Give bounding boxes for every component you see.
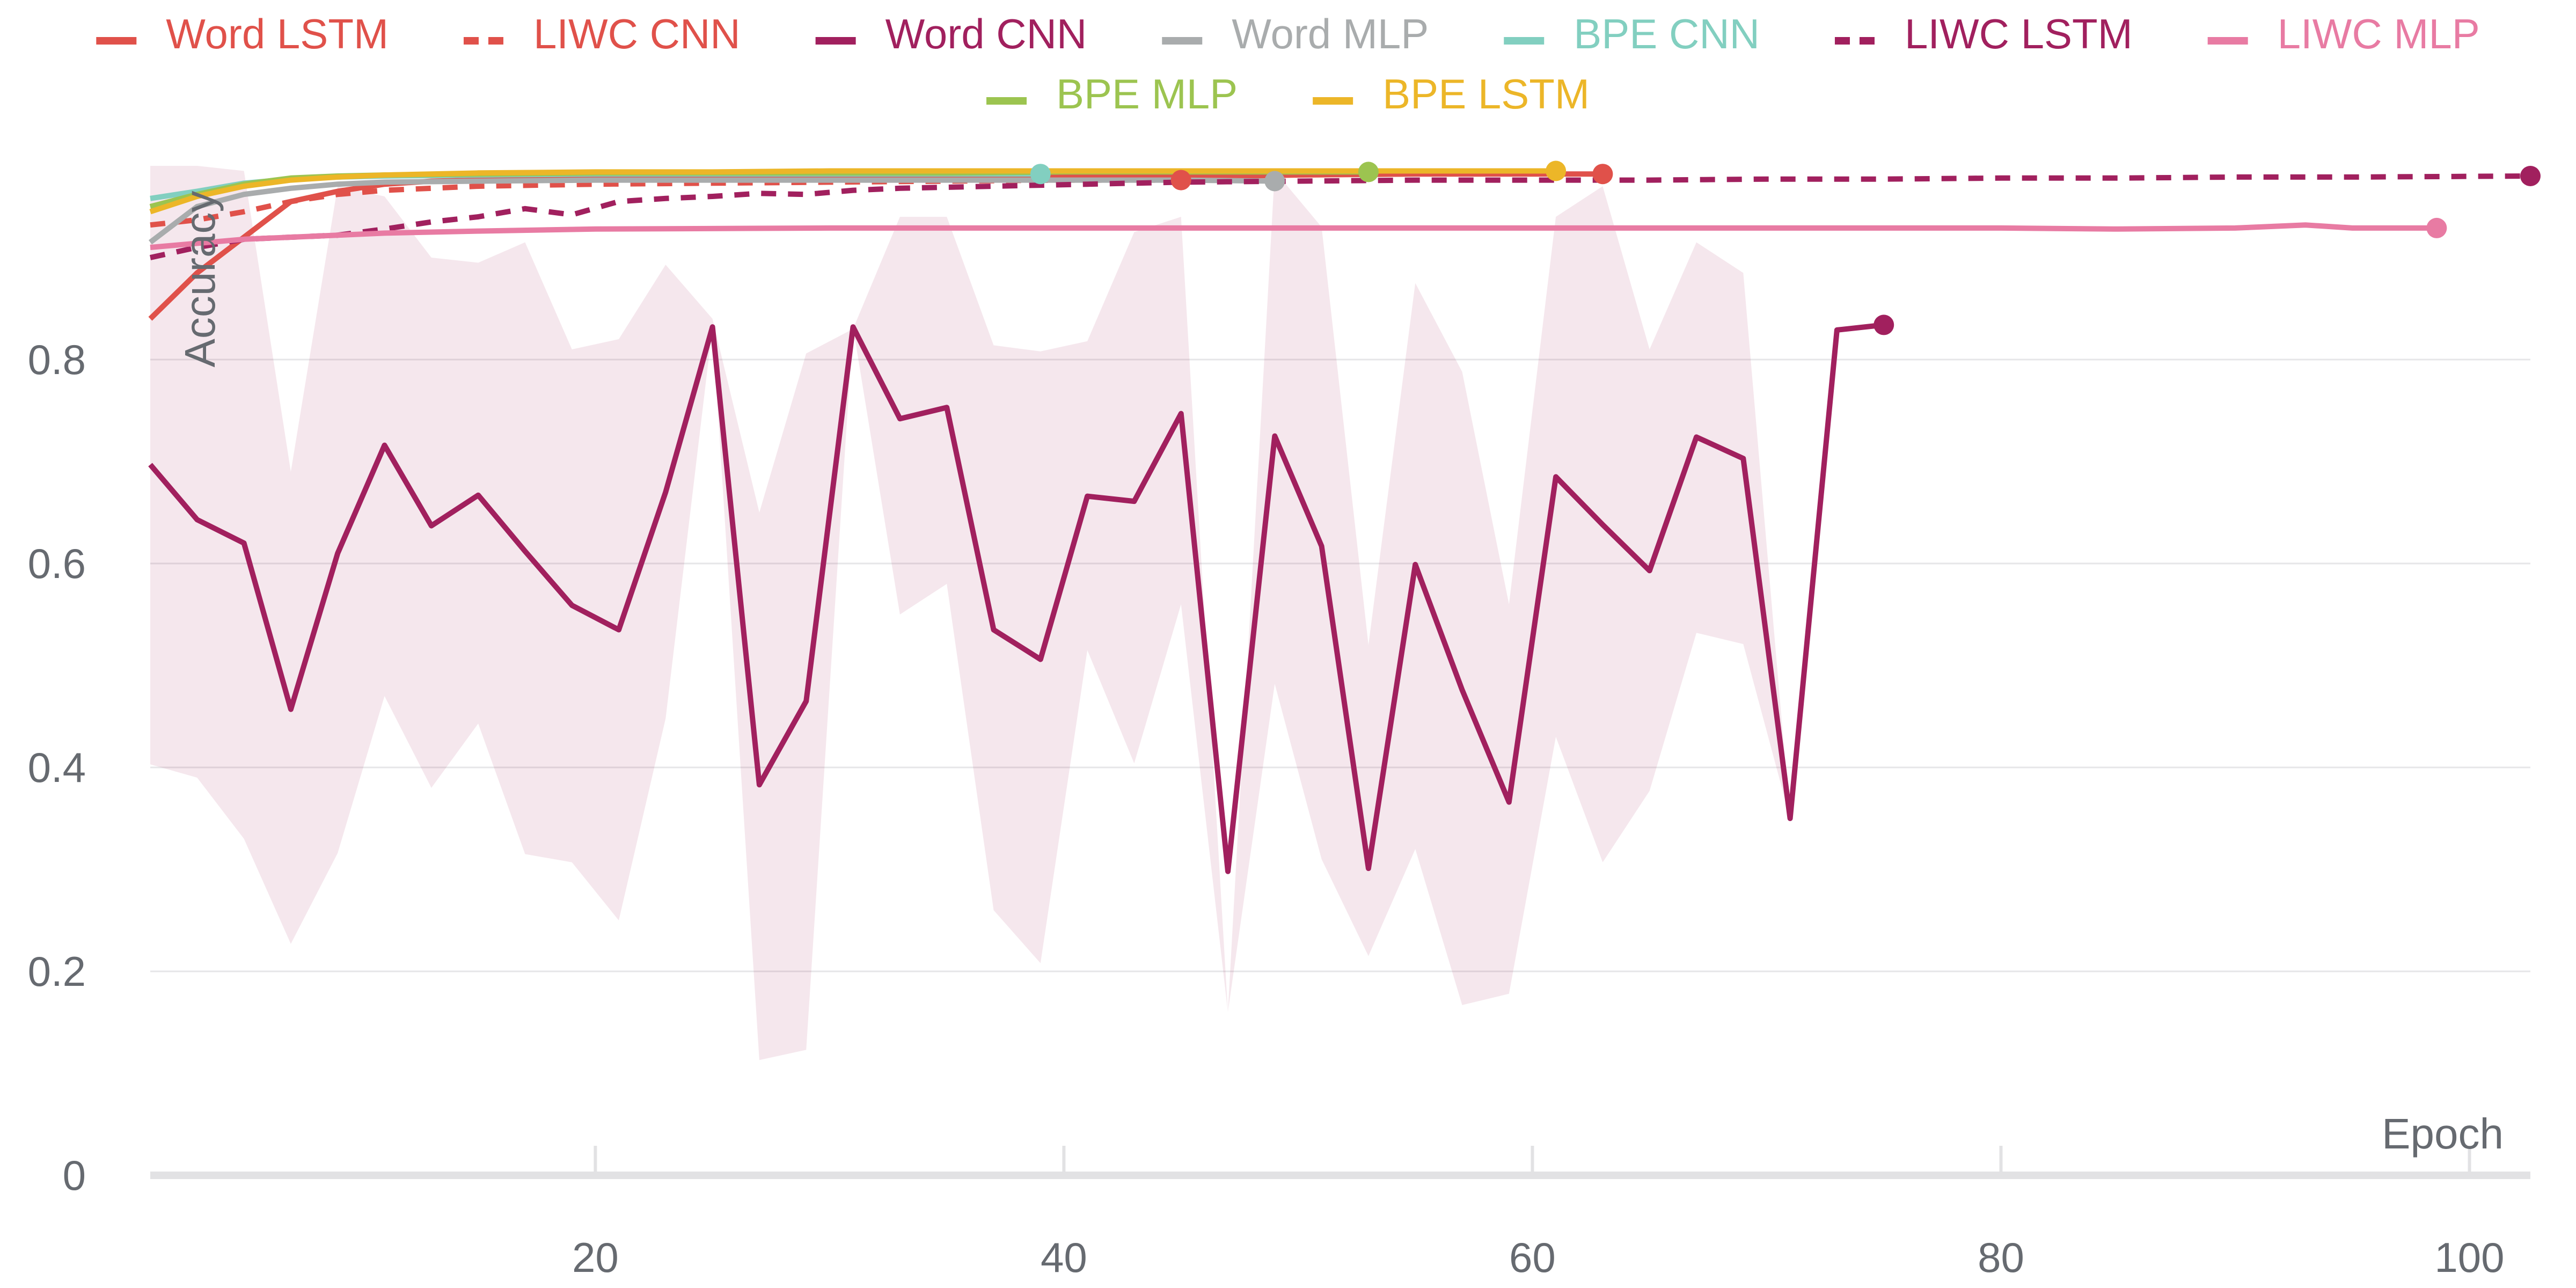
endpoint-word-cnn bbox=[1874, 314, 1894, 335]
legend: Word LSTM LIWC CNN Word CNN Word MLP BPE CNN… bbox=[96, 10, 2480, 118]
x-tick-label: 60 bbox=[1509, 1234, 1556, 1281]
axes: 0 0.2 0.4 0.6 0.8 20 40 60 80 100 bbox=[28, 336, 2530, 1281]
x-tick-label: 80 bbox=[1978, 1234, 2024, 1281]
legend-item-bpe-lstm[interactable]: BPE LSTM bbox=[1313, 70, 1590, 118]
band-word-cnn bbox=[150, 166, 1884, 1060]
endpoint-liwc-mlp bbox=[2426, 217, 2447, 238]
endpoint-liwc-lstm bbox=[2520, 166, 2541, 186]
legend-label: Word LSTM bbox=[166, 10, 389, 57]
y-tick-label: 0.2 bbox=[28, 948, 86, 995]
endpoint-bpe-mlp bbox=[1358, 162, 1379, 182]
confidence-bands bbox=[150, 166, 1884, 1060]
gridlines bbox=[150, 358, 2530, 972]
legend-label: Word MLP bbox=[1232, 10, 1429, 57]
series-line-liwc-mlp bbox=[150, 222, 2437, 250]
legend-label: LIWC CNN bbox=[533, 10, 741, 57]
endpoint-word-mlp bbox=[1264, 171, 1285, 192]
series-line-word-cnn bbox=[148, 322, 1884, 874]
series-line-word-mlp bbox=[148, 177, 1275, 245]
legend-item-liwc-cnn[interactable]: LIWC CNN bbox=[463, 10, 741, 57]
x-tick-label: 40 bbox=[1041, 1234, 1087, 1281]
series-lines bbox=[148, 168, 2531, 874]
legend-label: BPE CNN bbox=[1574, 10, 1760, 57]
legend-item-word-mlp[interactable]: Word MLP bbox=[1162, 10, 1429, 57]
legend-label: BPE LSTM bbox=[1382, 70, 1590, 118]
y-tick-label: 0 bbox=[63, 1152, 86, 1199]
endpoint-bpe-lstm bbox=[1546, 160, 1567, 181]
legend-label: LIWC LSTM bbox=[1905, 10, 2133, 57]
series-endpoints bbox=[1030, 160, 2541, 335]
y-axis-title: Accuracy bbox=[176, 191, 224, 368]
x-tick-label: 20 bbox=[572, 1234, 619, 1281]
legend-item-word-cnn[interactable]: Word CNN bbox=[815, 10, 1087, 57]
series-line-liwc-lstm bbox=[149, 173, 2531, 260]
y-tick-label: 0.8 bbox=[28, 336, 86, 383]
legend-item-liwc-mlp[interactable]: LIWC MLP bbox=[2207, 10, 2480, 57]
legend-label: LIWC MLP bbox=[2278, 10, 2480, 57]
x-axis-title: Epoch bbox=[2382, 1110, 2504, 1158]
legend-item-bpe-cnn[interactable]: BPE CNN bbox=[1504, 10, 1760, 57]
endpoint-word-lstm bbox=[1592, 164, 1613, 185]
series-line-bpe-lstm bbox=[149, 168, 1556, 215]
x-tick-label: 100 bbox=[2434, 1234, 2504, 1281]
legend-row: Word LSTM LIWC CNN Word CNN Word MLP BPE CNN… bbox=[96, 10, 2480, 57]
legend-item-bpe-mlp[interactable]: BPE MLP bbox=[986, 70, 1238, 118]
legend-item-liwc-lstm[interactable]: LIWC LSTM bbox=[1834, 10, 2133, 57]
y-tick-label: 0.4 bbox=[28, 744, 86, 791]
endpoint-bpe-cnn bbox=[1030, 164, 1051, 185]
endpoint-liwc-cnn bbox=[1170, 170, 1191, 191]
legend-label: BPE MLP bbox=[1056, 70, 1238, 118]
legend-label: Word CNN bbox=[885, 10, 1087, 57]
y-tick-label: 0.6 bbox=[28, 540, 86, 587]
legend-item-word-lstm[interactable]: Word LSTM bbox=[96, 10, 389, 57]
legend-row: BPE MLP BPE LSTM bbox=[986, 70, 1590, 118]
